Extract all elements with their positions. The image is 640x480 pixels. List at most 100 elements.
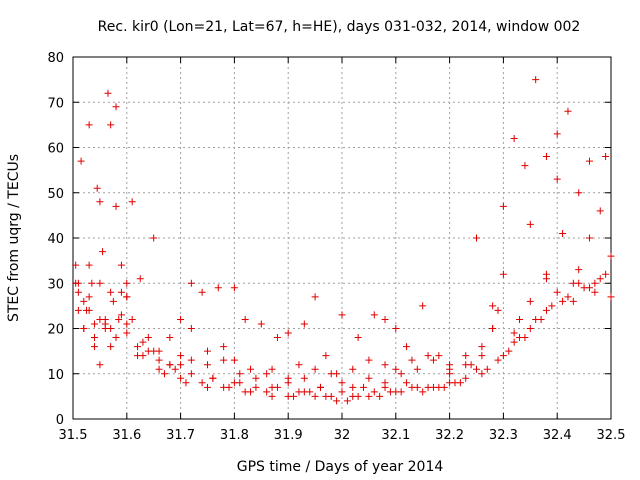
data-point [510,134,518,142]
data-point [241,315,249,323]
y-tick-label: 30 [47,277,64,292]
data-point [187,370,195,378]
data-point [230,284,238,292]
data-point [499,352,507,360]
data-point [596,207,604,215]
x-tick-label: 31.9 [274,428,303,443]
data-point [553,175,561,183]
data-point [72,279,80,287]
data-point [532,76,540,84]
data-point [155,356,163,364]
data-point [166,361,174,369]
data-point [510,338,518,346]
data-point [187,279,195,287]
data-point [585,234,593,242]
data-point [80,325,88,332]
data-point [467,361,475,369]
data-point [408,356,416,364]
data-point [252,374,260,382]
data-point [473,234,480,242]
data-point [88,279,96,287]
data-point [338,379,346,387]
data-point [144,334,152,342]
data-point [198,379,206,387]
x-tick-label: 31.8 [220,428,249,443]
data-point [80,297,88,305]
data-point [569,297,577,305]
data-point [516,315,524,323]
data-point [338,311,346,319]
data-point [115,315,123,323]
y-tick-label: 0 [56,413,64,428]
data-point [591,288,599,296]
data-point [123,320,131,328]
y-tick-label: 60 [47,142,64,157]
data-point [85,293,93,301]
data-point [489,302,497,310]
data-point [580,284,588,292]
data-point [112,202,120,210]
data-point [109,297,117,305]
grid [73,57,611,419]
x-tick-label: 31.5 [59,428,88,443]
data-point [526,325,534,332]
data-point [74,288,82,296]
data-point [128,198,136,206]
data-point [93,184,101,192]
data-point [473,365,480,373]
data-point [386,388,394,396]
data-point [585,157,593,165]
data-point [349,365,357,373]
data-point [542,306,550,314]
y-tick-labels: 0 10 20 30 40 50 60 70 80 [47,51,64,428]
data-point [101,315,109,323]
y-axis-title: STEC from uqrg / TECUs [6,154,22,322]
data-point [542,153,550,161]
data-point [419,388,427,396]
data-point [429,383,437,391]
data-point [559,297,567,305]
data-point [516,334,524,342]
y-tick-label: 50 [47,187,64,202]
data-point [150,347,158,355]
data-point [370,311,378,319]
data-point [187,325,195,332]
data-point [403,343,411,351]
data-point [392,325,400,332]
data-point [553,130,561,138]
data-point [107,121,115,129]
data-point [300,374,308,382]
data-point [204,347,211,355]
x-tick-label: 32 [334,428,351,443]
data-point [575,279,583,287]
data-point [548,302,556,310]
y-tick-label: 40 [47,232,64,247]
data-point [220,343,228,351]
data-point [403,379,411,387]
data-point [575,266,583,274]
data-point [273,334,281,342]
data-point [607,252,615,260]
data-point [166,334,174,342]
data-point [360,383,368,391]
data-point [85,121,93,129]
data-point [316,383,324,391]
data-point [268,383,276,391]
data-point [365,356,373,364]
data-point [322,392,330,400]
data-point [397,370,405,378]
data-point [602,270,610,278]
data-point [446,370,454,378]
data-point [419,302,427,310]
y-tick-label: 20 [47,323,64,338]
data-point [494,356,502,364]
plot-frame [72,56,612,420]
data-point [209,374,217,382]
data-point [268,392,276,400]
data-point [220,356,228,364]
data-point [478,343,486,351]
data-point [204,361,211,369]
data-point [510,329,518,337]
data-point [91,334,99,342]
data-point [354,392,362,400]
